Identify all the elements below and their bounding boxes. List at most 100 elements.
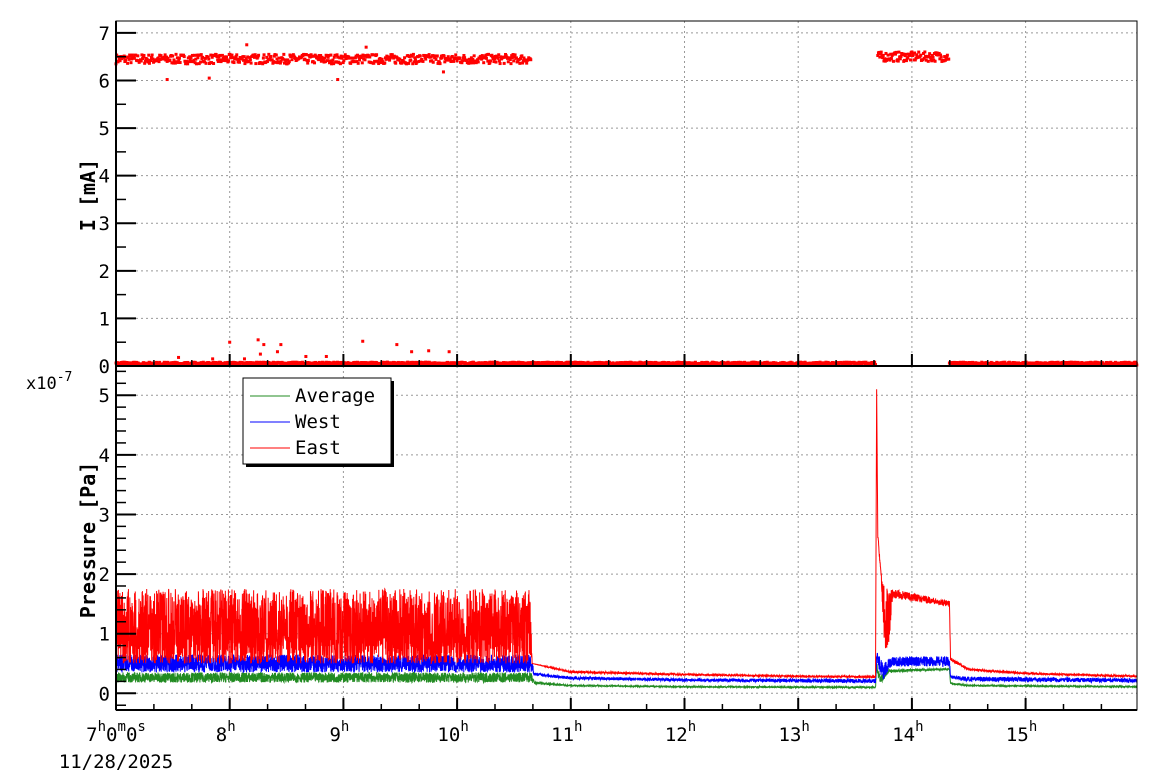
current-point: [467, 61, 471, 65]
current-point: [403, 56, 407, 60]
current-point: [921, 51, 925, 55]
current-point: [256, 55, 260, 59]
current-point: [355, 60, 359, 64]
current-point: [201, 55, 205, 59]
current-point: [525, 61, 529, 65]
current-point: [681, 363, 685, 367]
current-point: [222, 58, 226, 62]
current-point: [493, 57, 497, 61]
current-point: [243, 62, 247, 66]
current-point: [726, 360, 730, 364]
current-point: [320, 55, 324, 59]
current-point: [490, 53, 494, 57]
current-point: [422, 54, 426, 58]
current-point: [116, 60, 120, 64]
current-point: [206, 55, 210, 59]
current-point: [897, 50, 901, 54]
current-point: [186, 62, 190, 66]
current-point: [506, 60, 510, 64]
current-point: [321, 58, 325, 62]
current-point: [126, 61, 130, 65]
current-outlier: [165, 78, 169, 82]
current-point: [478, 56, 482, 60]
legend-west: West: [295, 411, 341, 433]
pressure-line-west: [115, 652, 1138, 685]
current-point: [502, 61, 506, 65]
current-point: [407, 61, 411, 65]
current-point: [510, 56, 514, 60]
current-point: [323, 56, 327, 60]
current-point: [128, 54, 132, 58]
current-point: [352, 60, 356, 64]
current-point: [498, 62, 502, 66]
current-point: [899, 54, 903, 58]
current-frame: [115, 20, 1138, 367]
current-point: [315, 55, 319, 59]
current-point: [368, 55, 372, 59]
current-outlier: [245, 43, 249, 47]
current-point: [237, 60, 241, 64]
current-point: [486, 52, 490, 56]
current-point: [126, 55, 130, 59]
current-point: [421, 59, 425, 63]
current-point: [215, 55, 219, 59]
current-point: [463, 361, 467, 365]
current-point: [415, 60, 419, 64]
current-point: [182, 55, 186, 59]
x-tick-label: 14h: [892, 719, 923, 746]
current-point: [843, 363, 847, 367]
current-point: [886, 53, 890, 57]
current-point: [129, 61, 133, 65]
current-point: [396, 360, 400, 364]
current-point: [491, 55, 495, 59]
current-point: [271, 61, 275, 65]
current-point: [147, 53, 151, 57]
current-point: [513, 53, 517, 57]
current-point: [497, 53, 501, 57]
current-point: [177, 56, 181, 60]
current-point: [247, 60, 251, 64]
current-outlier: [336, 78, 340, 82]
current-point: [323, 60, 327, 64]
current-point: [488, 61, 492, 65]
current-point: [194, 62, 198, 66]
current-point: [172, 58, 176, 62]
pressure-tick-label: 2: [99, 564, 110, 586]
current-point: [486, 59, 490, 63]
current-point: [947, 57, 951, 61]
current-point: [225, 363, 229, 367]
current-point: [309, 53, 313, 57]
current-point: [376, 60, 380, 64]
pressure-line-east: [115, 389, 1138, 680]
current-point: [521, 61, 525, 65]
current-point: [514, 56, 518, 60]
current-point: [257, 53, 261, 57]
current-point: [327, 53, 331, 57]
current-point: [424, 57, 428, 61]
current-point: [407, 55, 411, 59]
current-point: [139, 59, 143, 63]
current-point: [320, 360, 324, 364]
current-outlier: [279, 343, 283, 347]
current-point: [156, 56, 160, 60]
current-point: [431, 60, 435, 64]
current-point: [1134, 361, 1138, 365]
current-point: [1001, 360, 1005, 364]
pressure-lines: [115, 389, 1138, 690]
current-point: [341, 61, 345, 65]
current-tick-label: 0: [99, 356, 110, 378]
current-point: [938, 57, 942, 61]
current-point: [470, 363, 474, 367]
current-point: [904, 59, 908, 63]
current-point: [192, 58, 196, 62]
current-point: [427, 53, 431, 57]
current-point: [879, 50, 883, 54]
current-point: [343, 53, 347, 57]
current-point: [519, 56, 523, 60]
current-point: [196, 56, 200, 60]
current-point: [427, 360, 431, 364]
current-outlier: [364, 45, 368, 49]
current-point: [328, 59, 332, 63]
current-point: [522, 56, 526, 60]
x-tick-label: 9h: [329, 719, 349, 746]
